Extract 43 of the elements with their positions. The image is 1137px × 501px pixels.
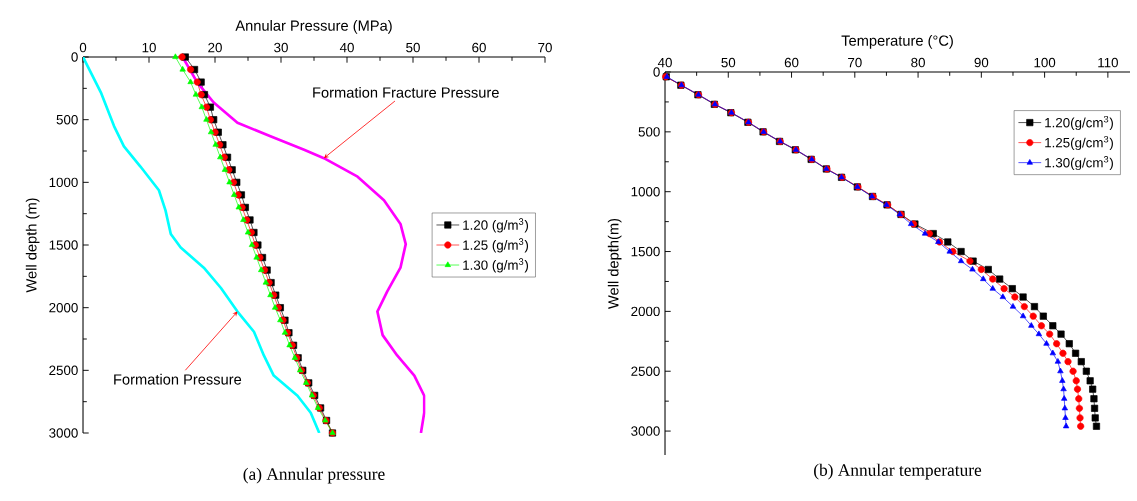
x-tick-label: 80 (911, 57, 925, 68)
x-tick-label: 60 (472, 42, 486, 53)
annotation: Formation Fracture Pressure (313, 86, 499, 98)
y-tick-label: 1500 (631, 246, 660, 257)
y-tick-label: 2500 (49, 365, 78, 376)
y-axis-title: Well depth(m) (607, 218, 622, 309)
legend-label: 1.20 (g/m$^{3}$) (463, 218, 529, 233)
x-tick-label: 60 (784, 57, 799, 68)
text: (a) Annular pressure (243, 467, 385, 484)
y-tick-label: 3000 (631, 426, 660, 436)
legend-label: 1.30(g/cm$^{3}$) (1045, 155, 1113, 171)
y-tick-label: 500 (56, 114, 78, 125)
y-tick-label: 2000 (49, 302, 78, 313)
y-tick-label: 3000 (49, 428, 78, 438)
x-tick-label: 40 (339, 42, 354, 53)
legend-label: 1.20(g/cm$^{3}$) (1045, 115, 1113, 131)
x-axis-title: Annular Pressure (MPa) (235, 20, 392, 34)
x-tick-label: 90 (974, 57, 989, 68)
x-tick-label: 0 (79, 42, 87, 53)
x-axis-title: Temperature (°C) (841, 35, 953, 49)
y-tick-label: 2000 (631, 306, 660, 317)
y-axis-title: Well depth (m) (25, 198, 40, 293)
y-tick-label: 1500 (49, 240, 78, 250)
x-tick-label: 50 (721, 57, 736, 68)
y-tick-label: 0 (653, 67, 660, 77)
y-tick-label: 1000 (49, 177, 78, 188)
x-tick-label: 100 (1034, 57, 1056, 68)
x-tick-label: 30 (274, 42, 288, 53)
y-tick-label: 1000 (631, 186, 660, 197)
x-tick-label: 10 (142, 42, 156, 53)
annotation: Formation Pressure (114, 373, 242, 385)
x-tick-label: 50 (406, 42, 420, 53)
y-tick-label: 500 (638, 127, 660, 137)
legend-label: 1.25 (g/m$^{3}$) (463, 238, 529, 253)
x-tick-label: 110 (1098, 57, 1118, 68)
legend-label: 1.25(g/cm$^{3}$) (1045, 135, 1113, 151)
x-tick-label: 20 (208, 42, 222, 53)
x-tick-label: 40 (657, 57, 672, 68)
text: (b) Annular temperature (814, 463, 982, 480)
y-tick-label: 2500 (631, 366, 660, 376)
x-tick-label: 70 (848, 57, 862, 68)
legend-label: 1.30 (g/m$^{3}$) (463, 258, 529, 273)
x-tick-label: 70 (538, 42, 552, 53)
